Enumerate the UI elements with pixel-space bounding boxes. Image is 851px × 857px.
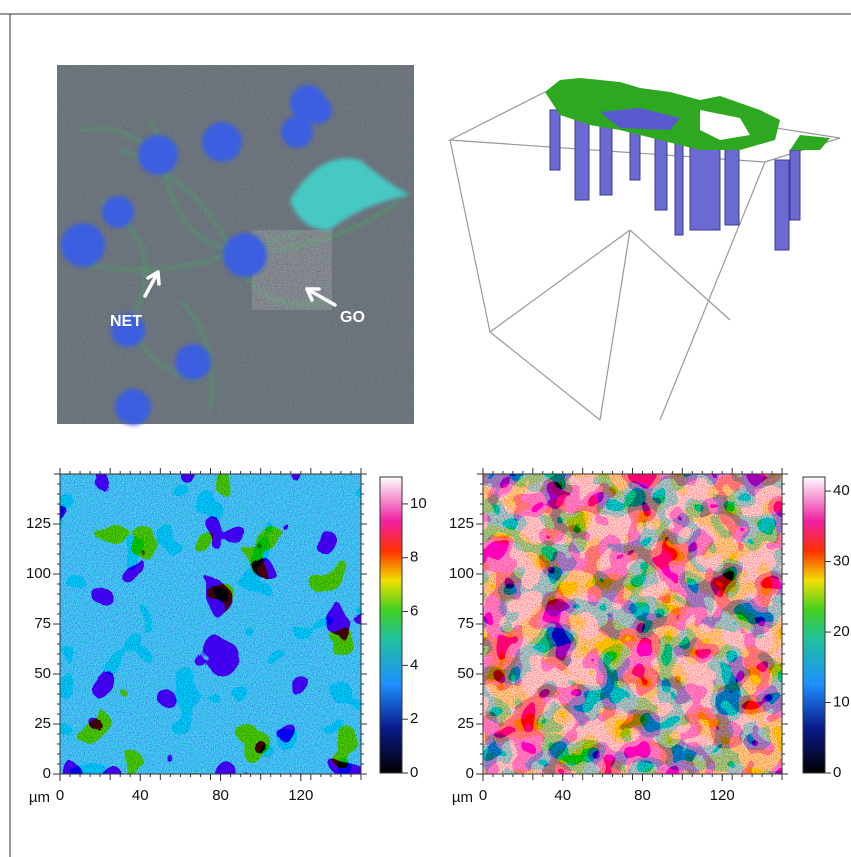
heatmap-panel: 0 25 50 75 100 125 0 40 80 120 µm 0 2 4 6 8 10 xyxy=(26,468,427,806)
colorbar-tick-label: 40 xyxy=(833,482,850,499)
3d-structures xyxy=(545,78,830,250)
x-tick-label: 80 xyxy=(212,787,229,804)
x-tick-label: 80 xyxy=(634,787,651,804)
y-tick-label: 0 xyxy=(43,765,51,782)
x-tick-label: 0 xyxy=(479,787,487,804)
annotation: GO xyxy=(340,309,365,326)
y-tick-label: 75 xyxy=(457,615,474,632)
x-tick-label: 40 xyxy=(554,787,571,804)
heatmap xyxy=(60,474,361,774)
colorbar-tick-label: 4 xyxy=(410,656,418,673)
y-tick-label: 0 xyxy=(466,765,474,782)
x-tick-label: 0 xyxy=(56,787,64,804)
colorbar-tick-label: 2 xyxy=(410,710,418,727)
colorbar-tick-label: 10 xyxy=(833,693,850,710)
heatmap xyxy=(483,474,782,774)
y-tick-label: 125 xyxy=(449,515,474,532)
y-tick-label: 25 xyxy=(34,715,51,732)
heatmap-panel: 0 25 50 75 100 125 0 40 80 120 µm 0 10 20 30 40 xyxy=(449,468,850,806)
colorbar xyxy=(803,477,825,773)
figure-canvas: NET GO 025507510012504080120µm0246810025… xyxy=(0,0,851,857)
y-tick-label: 50 xyxy=(457,665,474,682)
y-tick-label: 100 xyxy=(26,565,51,582)
x-unit-label: µm xyxy=(29,789,50,806)
x-tick-label: 120 xyxy=(710,787,735,804)
y-tick-label: 25 xyxy=(457,715,474,732)
colorbar-tick-label: 20 xyxy=(833,623,850,640)
x-tick-label: 40 xyxy=(132,787,149,804)
colorbar-tick-label: 10 xyxy=(410,495,427,512)
3d-rendering xyxy=(450,92,840,420)
colorbar-tick-label: 8 xyxy=(410,549,418,566)
colorbar-tick-label: 30 xyxy=(833,553,850,570)
y-tick-label: 100 xyxy=(449,565,474,582)
y-tick-label: 75 xyxy=(34,615,51,632)
x-tick-label: 120 xyxy=(288,787,313,804)
colorbar-tick-label: 6 xyxy=(410,603,418,620)
y-tick-label: 50 xyxy=(34,665,51,682)
annotation: NET xyxy=(110,313,142,330)
y-tick-label: 125 xyxy=(26,515,51,532)
microscopy-image: NET GO xyxy=(57,65,414,425)
colorbar-tick-label: 0 xyxy=(833,764,841,781)
figure: NET GO 025507510012504080120µm0246810025… xyxy=(0,0,851,857)
colorbar-tick-label: 0 xyxy=(410,764,418,781)
x-unit-label: µm xyxy=(452,789,473,806)
colorbar xyxy=(380,477,402,773)
